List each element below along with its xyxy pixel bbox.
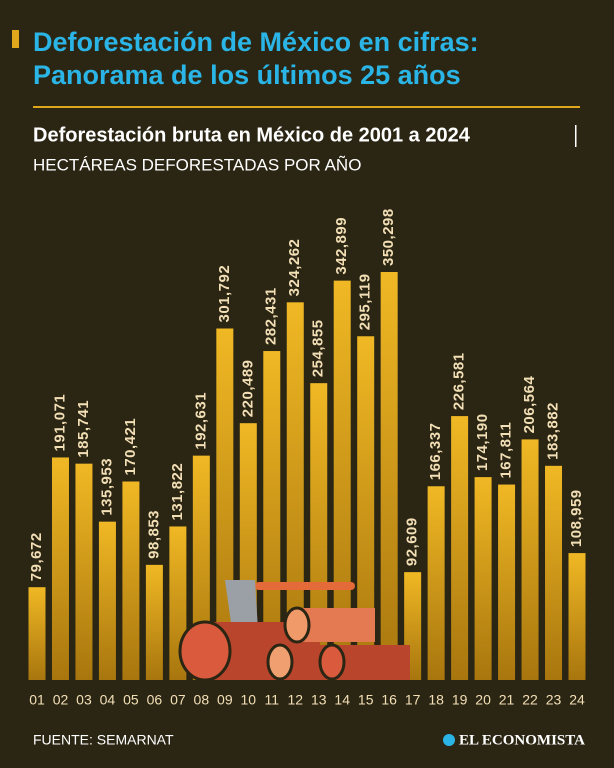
- value-label: 324,262: [286, 239, 303, 297]
- title-marker: [12, 30, 19, 48]
- subtitle: Deforestación bruta en México de 2001 a …: [33, 124, 471, 146]
- x-tick-label: 19: [452, 692, 468, 708]
- value-label: 166,337: [427, 423, 444, 481]
- value-label: 350,298: [380, 208, 397, 266]
- x-tick-label: 12: [287, 692, 303, 708]
- x-tick-label: 06: [147, 692, 163, 708]
- bar: [568, 553, 586, 680]
- x-tick-label: 18: [428, 692, 444, 708]
- bar: [521, 439, 539, 680]
- bar: [333, 280, 351, 680]
- x-tick-label: 21: [499, 692, 515, 708]
- value-label: 342,899: [333, 217, 350, 275]
- value-label: 170,421: [122, 418, 139, 476]
- x-tick-label: 20: [475, 692, 491, 708]
- value-label: 92,609: [404, 517, 421, 566]
- x-tick-label: 03: [76, 692, 92, 708]
- value-label: 301,792: [216, 265, 233, 323]
- x-tick-label: 16: [381, 692, 397, 708]
- bar: [310, 383, 328, 680]
- bar: [427, 486, 445, 680]
- bar: [545, 465, 563, 680]
- bar: [357, 336, 375, 680]
- value-label: 79,672: [28, 532, 45, 581]
- separator: [575, 125, 577, 147]
- x-tick-label: 15: [358, 692, 374, 708]
- logs-illustration: [178, 580, 410, 682]
- bar: [145, 564, 163, 680]
- value-label: 185,741: [75, 400, 92, 458]
- value-label: 174,190: [474, 413, 491, 471]
- value-label: 167,811: [498, 422, 515, 479]
- x-tick-label: 10: [241, 692, 257, 708]
- x-tick-label: 07: [170, 692, 186, 708]
- x-tick-label: 01: [29, 692, 45, 708]
- x-tick-label: 02: [53, 692, 69, 708]
- bar: [51, 457, 69, 680]
- value-label: 191,071: [51, 394, 68, 452]
- value-label: 192,631: [192, 392, 209, 450]
- value-label: 282,431: [263, 287, 280, 345]
- bar: [498, 484, 516, 680]
- x-tick-label: 04: [100, 692, 116, 708]
- x-tick-label: 22: [522, 692, 538, 708]
- x-tick-label: 14: [334, 692, 350, 708]
- bar: [98, 521, 116, 680]
- bar: [122, 481, 140, 680]
- x-tick-label: 09: [217, 692, 233, 708]
- value-label: 131,822: [169, 463, 186, 521]
- value-label: 220,489: [239, 359, 256, 417]
- source: FUENTE: SEMARNAT: [33, 732, 174, 748]
- x-tick-label: 24: [569, 692, 585, 708]
- x-tick-label: 13: [311, 692, 327, 708]
- value-label: 98,853: [145, 510, 162, 559]
- x-tick-label: 08: [194, 692, 210, 708]
- bar: [451, 416, 469, 680]
- bar: [263, 351, 281, 680]
- value-label: 135,953: [98, 458, 115, 516]
- x-tick-label: 05: [123, 692, 139, 708]
- brand: EL ECONOMISTA: [459, 732, 585, 748]
- bar: [474, 477, 492, 680]
- value-label: 254,855: [310, 319, 327, 377]
- x-tick-label: 11: [265, 692, 280, 708]
- chart-title: Panorama de los últimos 25 años: [33, 60, 461, 90]
- bar: [28, 587, 46, 680]
- bar: [75, 463, 93, 680]
- x-tick-label: 23: [546, 692, 562, 708]
- units: HECTÁREAS DEFORESTADAS POR AÑO: [33, 155, 361, 174]
- brand-logo: [443, 734, 455, 746]
- value-label: 108,959: [568, 489, 585, 547]
- x-tick-label: 17: [405, 692, 421, 708]
- value-label: 183,882: [544, 402, 561, 460]
- value-label: 226,581: [451, 352, 468, 410]
- value-label: 295,119: [357, 273, 374, 330]
- bar: [380, 272, 398, 680]
- value-label: 206,564: [521, 376, 538, 434]
- chart-title: Deforestación de México en cifras:: [33, 27, 479, 57]
